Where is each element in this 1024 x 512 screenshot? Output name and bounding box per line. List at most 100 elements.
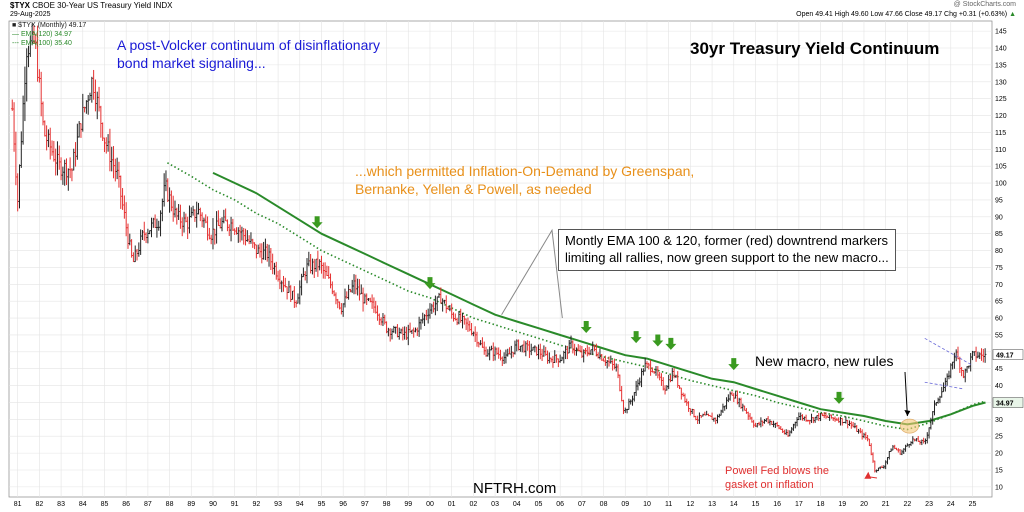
marker-arrows <box>311 216 845 404</box>
powell-line-1: Powell Fed blows the <box>725 465 829 477</box>
x-tick-label: 25 <box>969 501 977 508</box>
annotation-shapes <box>501 228 973 479</box>
greenspan-line-1: ...which permitted Inflation-On-Demand b… <box>355 163 695 179</box>
x-tick-label: 83 <box>57 501 65 508</box>
new-macro-annotation: New macro, new rules <box>755 353 894 369</box>
y-tick-label: 100 <box>995 181 1007 188</box>
x-tick-label: 17 <box>795 501 803 508</box>
y-tick-label: 85 <box>995 231 1003 238</box>
greenspan-annotation: ...which permitted Inflation-On-Demand b… <box>355 163 694 198</box>
price-bar <box>983 348 987 363</box>
legend-ema120: — EMA(120) 34.97 <box>12 31 72 38</box>
last-ema-badge: 34.97 <box>992 397 1024 408</box>
ema-callout-box: Montly EMA 100 & 120, former (red) downt… <box>558 229 896 271</box>
up-arrow-icon: ▲ <box>1009 11 1016 18</box>
header-title-line: $TYX CBOE 30-Year US Treasury Yield INDX <box>10 1 172 10</box>
y-tick-label: 130 <box>995 79 1007 86</box>
callout-pointer <box>501 228 563 319</box>
x-tick-label: 10 <box>643 501 651 508</box>
y-tick-label: 105 <box>995 164 1007 171</box>
y-tick-label: 80 <box>995 248 1003 255</box>
last-ema-badge-text: 34.97 <box>996 401 1014 408</box>
watermark: @ StockCharts.com <box>953 1 1016 8</box>
x-tick-label: 00 <box>426 501 434 508</box>
ohlc-text: Open 49.41 High 49.60 Low 47.66 Close 49… <box>796 11 1008 18</box>
x-tick-label: 94 <box>296 501 304 508</box>
ema120-line <box>212 171 986 426</box>
down-arrow-icon <box>630 331 642 344</box>
x-tick-label: 82 <box>35 501 43 508</box>
x-tick-label: 02 <box>469 501 477 508</box>
arrow-head-icon <box>864 471 872 479</box>
x-tick-label: 24 <box>947 501 955 508</box>
x-tick-label: 92 <box>252 501 260 508</box>
y-tick-label: 110 <box>995 147 1006 154</box>
x-tick-label: 87 <box>144 501 152 508</box>
legend-ema100: --- EMA(100) 35.40 <box>12 40 72 47</box>
new-macro-pointer <box>904 371 908 417</box>
volcker-line-1: A post-Volcker continuum of disinflation… <box>117 37 381 53</box>
x-tick-label: 93 <box>274 501 282 508</box>
brand-label: NFTRH.com <box>473 480 557 497</box>
triangle-upper-line <box>924 337 973 366</box>
x-tick-label: 88 <box>166 501 174 508</box>
volcker-annotation: A post-Volcker continuum of disinflation… <box>117 37 380 72</box>
y-tick-label: 90 <box>995 214 1003 221</box>
x-tick-label: 99 <box>404 501 412 508</box>
x-tick-label: 23 <box>925 501 933 508</box>
x-tick-label: 21 <box>882 501 890 508</box>
y-tick-label: 15 <box>995 467 1003 474</box>
x-tick-label: 04 <box>513 501 521 508</box>
ema-layer <box>167 162 986 431</box>
x-tick-label: 98 <box>383 501 391 508</box>
x-tick-label: 09 <box>621 501 629 508</box>
powell-annotation: Powell Fed blows the gasket on inflation <box>725 465 829 493</box>
y-tick-label: 135 <box>995 62 1007 69</box>
x-tick-label: 22 <box>903 501 911 508</box>
y-tick-label: 25 <box>995 434 1003 441</box>
x-tick-label: 13 <box>708 501 716 508</box>
y-tick-label: 140 <box>995 46 1007 53</box>
last-price-badge-text: 49.17 <box>996 353 1014 360</box>
y-tick-label: 65 <box>995 299 1003 306</box>
ohlc-readout: Open 49.41 High 49.60 Low 47.66 Close 49… <box>796 11 1016 18</box>
x-tick-label: 12 <box>686 501 694 508</box>
y-tick-label: 125 <box>995 96 1007 103</box>
triangle-lower-line <box>924 381 964 390</box>
symbol-label: $TYX <box>10 1 31 10</box>
x-tick-label: 86 <box>122 501 130 508</box>
x-axis: 81 82 83 84 85 86 87 88 89 90 91 92 93 94 95 96 97 98 99 00… <box>14 501 977 508</box>
down-arrow-icon <box>652 334 664 347</box>
down-arrow-icon <box>424 277 436 290</box>
y-tick-label: 95 <box>995 197 1003 204</box>
x-tick-label: 90 <box>209 501 217 508</box>
x-tick-label: 05 <box>535 501 543 508</box>
x-tick-label: 14 <box>730 501 738 508</box>
y-tick-label: 60 <box>995 316 1003 323</box>
y-tick-label: 145 <box>995 29 1007 36</box>
x-tick-label: 11 <box>665 501 672 508</box>
y-tick-label: 30 <box>995 417 1003 424</box>
ema100-line <box>167 162 986 431</box>
y-tick-label: 70 <box>995 282 1003 289</box>
y-tick-label: 20 <box>995 451 1003 458</box>
x-tick-label: 81 <box>14 501 22 508</box>
arrow-head-icon <box>904 409 911 416</box>
x-tick-label: 97 <box>361 501 369 508</box>
y-axis: 1015202530354045505560657075808590951001… <box>992 29 1024 491</box>
x-tick-label: 19 <box>838 501 846 508</box>
x-tick-label: 15 <box>752 501 760 508</box>
last-price-badge: 49.17 <box>992 349 1024 360</box>
down-arrow-icon <box>580 320 592 333</box>
down-arrow-icon <box>311 216 323 229</box>
ema-callout-line-1: Montly EMA 100 & 120, former (red) downt… <box>565 233 888 248</box>
ema-callout-line-2: limiting all rallies, now green support … <box>565 249 889 265</box>
down-arrow-icon <box>833 391 845 404</box>
price-bars <box>10 23 987 473</box>
x-tick-label: 96 <box>339 501 347 508</box>
y-tick-label: 40 <box>995 383 1003 390</box>
x-tick-label: 95 <box>318 501 326 508</box>
chart-title: 30yr Treasury Yield Continuum <box>690 39 940 58</box>
volcker-line-2: bond market signaling... <box>117 54 266 71</box>
x-tick-label: 06 <box>556 501 564 508</box>
